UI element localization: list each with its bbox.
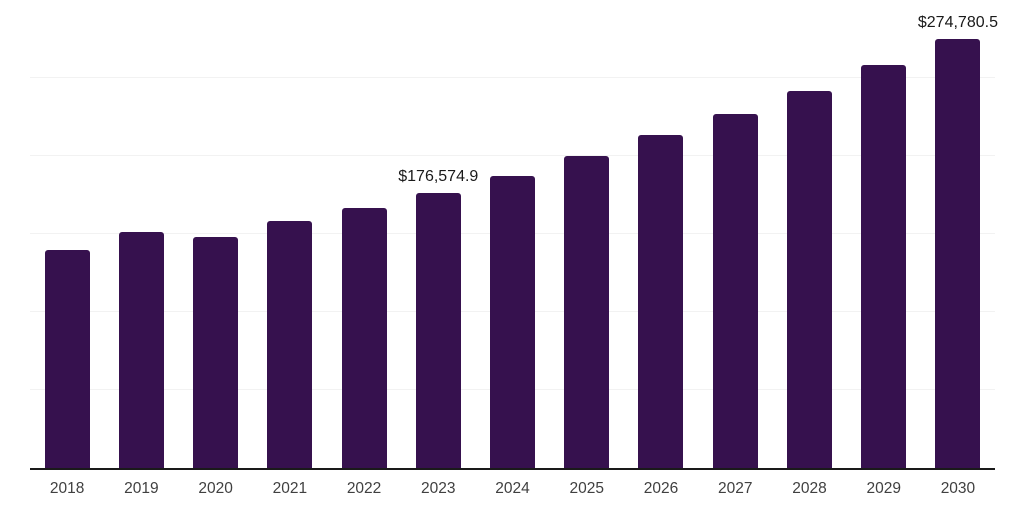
x-axis-labels: 2018 2019 2020 2021 2022 2023 2024 2025 2026 2027… bbox=[30, 480, 995, 498]
bar-2021 bbox=[267, 221, 313, 468]
bars-container: $176,574.9 $274,780.5 bbox=[30, 0, 998, 468]
bar-2030 bbox=[935, 39, 981, 468]
x-tick-2027: 2027 bbox=[717, 480, 753, 497]
x-tick-2030: 2030 bbox=[940, 480, 976, 497]
bar-slot bbox=[772, 0, 846, 468]
bar-2024 bbox=[490, 175, 536, 468]
bar-2022 bbox=[341, 207, 387, 468]
bar-slot: $176,574.9 bbox=[398, 0, 479, 468]
bar-2028 bbox=[786, 90, 832, 468]
bar-slot bbox=[327, 0, 401, 468]
x-tick-2023: 2023 bbox=[421, 480, 456, 497]
bar-slot bbox=[847, 0, 921, 468]
gridline bbox=[30, 155, 995, 156]
x-tick-2029: 2029 bbox=[866, 480, 901, 497]
x-tick-2024: 2024 bbox=[495, 480, 530, 497]
bar-2018 bbox=[44, 250, 90, 468]
bar-2019 bbox=[118, 231, 164, 468]
bar-slot bbox=[104, 0, 178, 468]
gridline bbox=[30, 77, 995, 78]
bar-2026 bbox=[638, 134, 684, 468]
bar-value-label-2030: $274,780.5 bbox=[917, 14, 998, 32]
x-tick-2019: 2019 bbox=[124, 480, 159, 497]
x-axis-line bbox=[30, 468, 995, 470]
bar-slot bbox=[253, 0, 327, 468]
bar-2029 bbox=[861, 65, 907, 468]
bar-slot bbox=[624, 0, 698, 468]
x-tick-2026: 2026 bbox=[643, 480, 679, 497]
x-tick-2025: 2025 bbox=[569, 480, 604, 497]
bar-slot bbox=[475, 0, 549, 468]
bar-2027 bbox=[712, 114, 758, 468]
bar-slot bbox=[698, 0, 772, 468]
bar-slot: $274,780.5 bbox=[917, 0, 998, 468]
plot-area: $176,574.9 $274,780.5 bbox=[30, 0, 998, 470]
bar-2023 bbox=[415, 192, 461, 468]
x-tick-2020: 2020 bbox=[198, 480, 233, 497]
bar-slot bbox=[550, 0, 624, 468]
bar-slot bbox=[178, 0, 252, 468]
x-tick-2028: 2028 bbox=[792, 480, 827, 497]
x-tick-2021: 2021 bbox=[272, 480, 308, 497]
bar-2025 bbox=[564, 156, 610, 468]
bar-value-label-2023: $176,574.9 bbox=[398, 167, 479, 185]
bar-2020 bbox=[193, 236, 239, 468]
bar-slot bbox=[30, 0, 104, 468]
x-tick-2018: 2018 bbox=[49, 480, 85, 497]
x-tick-2022: 2022 bbox=[346, 480, 382, 497]
